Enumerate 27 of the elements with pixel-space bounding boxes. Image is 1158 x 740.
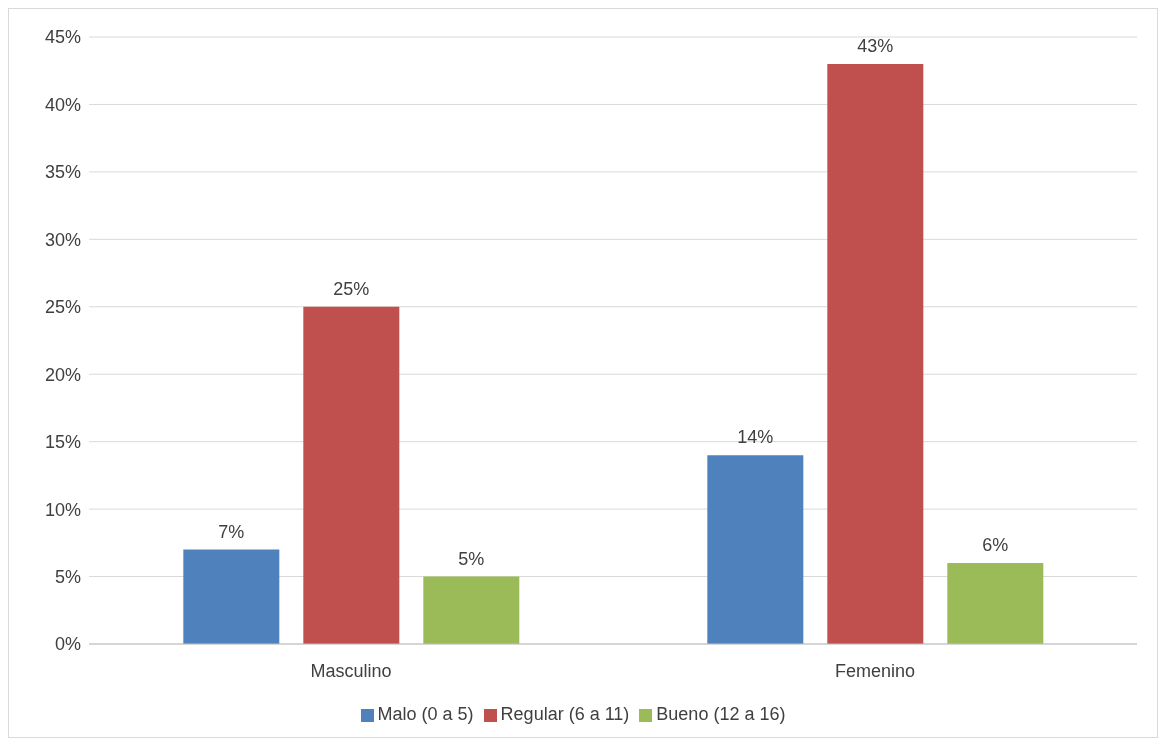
y-tick-label: 45% xyxy=(44,27,81,48)
y-tick-label: 25% xyxy=(44,297,81,318)
x-tick-label: Masculino xyxy=(310,660,392,681)
y-tick-label: 15% xyxy=(44,432,81,453)
y-tick-label: 20% xyxy=(44,364,81,385)
data-label: 25% xyxy=(333,278,370,299)
y-tick-label: 10% xyxy=(44,499,81,520)
data-label: 14% xyxy=(737,427,774,448)
bar xyxy=(947,563,1044,644)
bar xyxy=(183,549,280,644)
y-tick-label: 0% xyxy=(54,634,81,655)
y-tick-label: 5% xyxy=(54,566,81,587)
y-tick-label: 40% xyxy=(44,94,81,115)
legend-label: Bueno (12 a 16) xyxy=(656,704,786,724)
data-label: 7% xyxy=(218,521,245,542)
legend-label: Regular (6 a 11) xyxy=(500,704,630,724)
bar xyxy=(827,63,924,644)
x-tick-label: Femenino xyxy=(834,660,916,681)
bar xyxy=(423,576,520,644)
bar xyxy=(707,455,804,644)
y-tick-label: 30% xyxy=(44,229,81,250)
data-label: 6% xyxy=(982,535,1009,556)
data-label: 5% xyxy=(458,548,485,569)
legend-label: Malo (0 a 5) xyxy=(377,704,474,724)
data-label: 43% xyxy=(857,35,894,56)
y-tick-label: 35% xyxy=(44,162,81,183)
bar xyxy=(303,306,400,644)
